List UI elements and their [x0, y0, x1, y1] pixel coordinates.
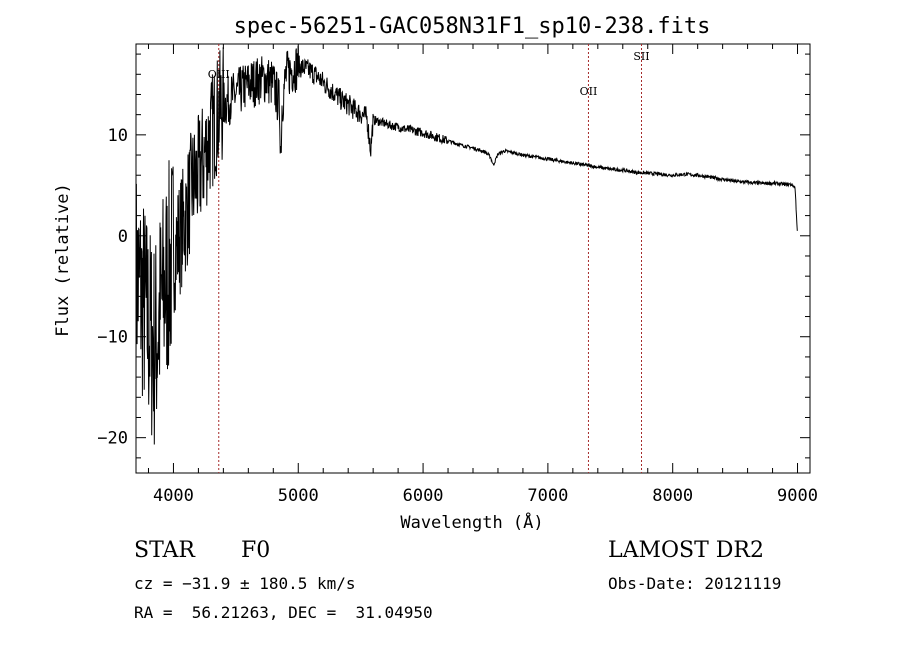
- x-tick-label: 7000: [527, 486, 568, 506]
- x-axis-label: Wavelength (Å): [400, 511, 543, 533]
- line-marker-label: OIII: [208, 68, 230, 81]
- redshift-text: cz = −31.9 ± 180.5 km/s: [134, 574, 356, 593]
- spectral-subclass: F0: [241, 538, 271, 563]
- x-tick-label: 6000: [403, 486, 444, 506]
- x-tick-label: 5000: [278, 486, 319, 506]
- y-axis-label: Flux (relative): [53, 183, 73, 337]
- spectrum-line: [135, 45, 798, 445]
- plot-frame: [135, 43, 811, 474]
- line-marker-label: OII: [580, 85, 598, 98]
- x-tick-label: 8000: [652, 486, 693, 506]
- object-class: STAR: [134, 538, 195, 563]
- y-tick-label: 10: [108, 126, 128, 146]
- emission-line-markers: OIII OII SII: [208, 44, 650, 473]
- obs-date-text: Obs-Date: 20121119: [608, 574, 782, 593]
- y-tick-label: −20: [97, 429, 128, 449]
- x-tick-label: 9000: [777, 486, 818, 506]
- y-tick-label: 0: [118, 227, 128, 247]
- spectrum-series: [135, 45, 798, 445]
- axis-ticks: 4000 5000 6000 7000 8000 9000 −20 −10 0 10: [97, 44, 818, 506]
- x-tick-label: 4000: [153, 486, 194, 506]
- survey-name: LAMOST DR2: [608, 538, 764, 563]
- coordinates-text: RA = 56.21263, DEC = 31.04950: [134, 603, 433, 622]
- y-tick-label: −10: [97, 328, 128, 348]
- chart-title: spec-56251-GAC058N31F1_sp10-238.fits: [234, 14, 711, 39]
- line-marker-label: SII: [633, 50, 649, 63]
